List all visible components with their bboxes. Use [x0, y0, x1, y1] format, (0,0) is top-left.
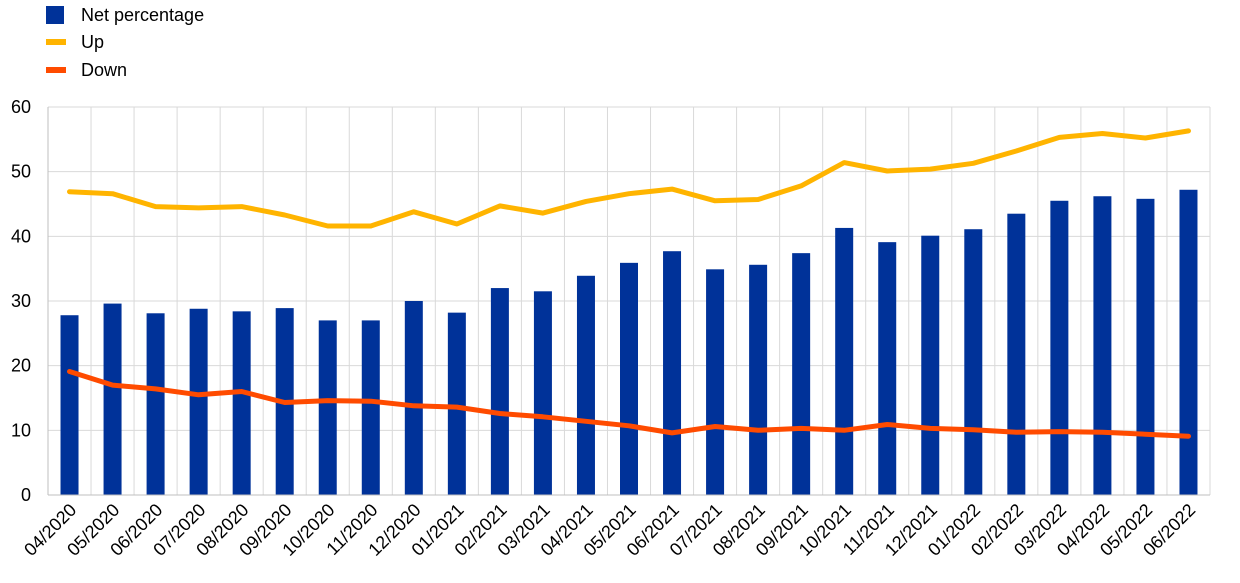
legend-label-down: Down — [81, 59, 128, 80]
bar — [232, 311, 251, 495]
legend-swatch-up — [46, 39, 66, 46]
legend-swatch-net-percentage — [46, 5, 64, 24]
bar — [1093, 196, 1112, 496]
bar — [663, 251, 682, 495]
bar — [1050, 200, 1069, 495]
bar — [404, 301, 423, 495]
legend-label-net-percentage: Net percentage — [81, 4, 205, 25]
bar — [964, 229, 983, 495]
y-tick-label: 30 — [11, 291, 31, 311]
bar — [189, 308, 208, 495]
legend-item-down: Down — [46, 56, 204, 84]
bar — [361, 320, 380, 495]
bar — [1136, 198, 1155, 495]
series-line-down — [67, 369, 1191, 439]
bar — [576, 275, 595, 495]
y-tick-label: 10 — [11, 420, 31, 440]
legend-item-up: Up — [46, 29, 204, 57]
bar — [447, 312, 466, 495]
legend: Net percentage Up Down — [46, 1, 204, 84]
y-tick-label: 40 — [11, 226, 31, 246]
bar — [103, 303, 122, 495]
bar — [318, 320, 337, 495]
y-tick-label: 20 — [11, 356, 31, 376]
bar — [533, 291, 552, 495]
series-line-up — [67, 128, 1191, 229]
legend-swatch-down — [46, 66, 66, 73]
bar — [878, 242, 897, 495]
bar — [490, 288, 509, 495]
bar — [620, 262, 638, 495]
legend-label-up: Up — [81, 32, 105, 53]
bars-net-percentage — [60, 189, 1198, 496]
bar — [60, 315, 79, 495]
bar — [1007, 213, 1026, 495]
y-tick-label: 60 — [11, 97, 31, 117]
bar — [706, 269, 725, 495]
y-tick-label: 0 — [21, 485, 31, 505]
bar — [921, 235, 940, 496]
bar — [792, 253, 811, 495]
y-tick-label: 50 — [11, 162, 31, 182]
bar — [146, 313, 165, 495]
bar — [1179, 189, 1198, 496]
bar — [749, 264, 768, 495]
legend-item-net-percentage: Net percentage — [46, 1, 204, 29]
bar — [835, 227, 854, 495]
lines — [67, 128, 1191, 439]
